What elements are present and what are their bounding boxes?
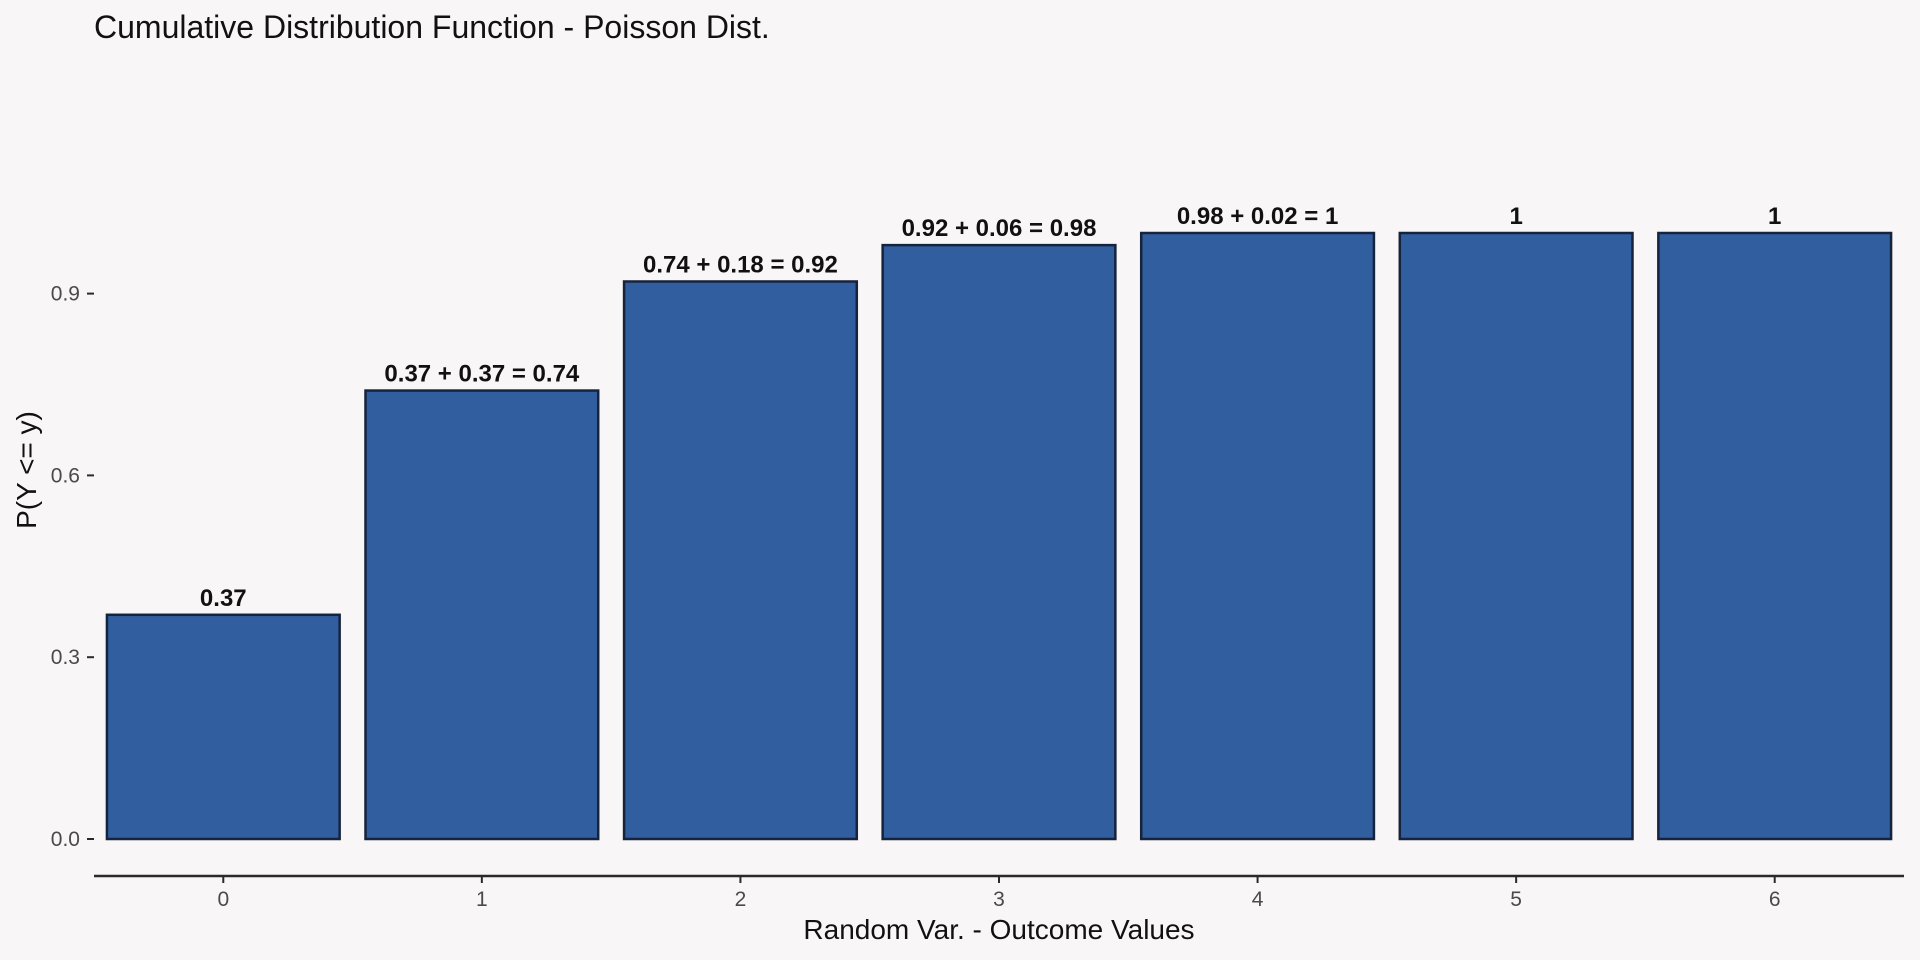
bar-5 [1398,231,1634,841]
chart-title: Cumulative Distribution Function - Poiss… [94,9,770,45]
y-axis: 0.0 0.3 0.6 0.9 [51,283,94,851]
x-tick-label: 5 [1510,888,1522,911]
data-label: 0.74 + 0.18 = 0.92 [643,251,838,278]
bar-6 [1657,231,1893,841]
y-tick-label: 0.0 [51,828,80,851]
y-tick-label: 0.3 [51,646,80,669]
bar-2 [622,280,859,841]
x-tick-label: 1 [476,888,488,911]
x-tick-label: 3 [993,888,1005,911]
y-tick-label: 0.6 [51,464,80,487]
data-label: 0.37 [200,585,247,612]
data-label: 1 [1768,203,1781,230]
data-label: 0.98 + 0.02 = 1 [1177,203,1338,230]
data-label: 0.92 + 0.06 = 0.98 [902,215,1097,242]
bars-group [105,231,1893,841]
data-labels-group: 0.37 0.37 + 0.37 = 0.74 0.74 + 0.18 = 0.92… [200,203,1781,612]
x-tick-label: 2 [735,888,747,911]
y-axis-title: P(Y <= y) [11,411,42,529]
x-axis: 0 1 2 3 4 5 6 [94,874,1904,911]
bar-0 [105,613,341,841]
x-tick-label: 4 [1252,888,1264,911]
data-label: 1 [1509,203,1522,230]
y-tick-label: 0.9 [51,283,80,306]
data-label: 0.37 + 0.37 = 0.74 [384,361,579,388]
bar-3 [881,243,1117,841]
x-axis-title: Random Var. - Outcome Values [803,914,1194,945]
x-tick-label: 6 [1769,888,1781,911]
x-tick-label: 0 [217,888,229,911]
bar-4 [1139,231,1376,841]
bar-1 [364,389,600,841]
